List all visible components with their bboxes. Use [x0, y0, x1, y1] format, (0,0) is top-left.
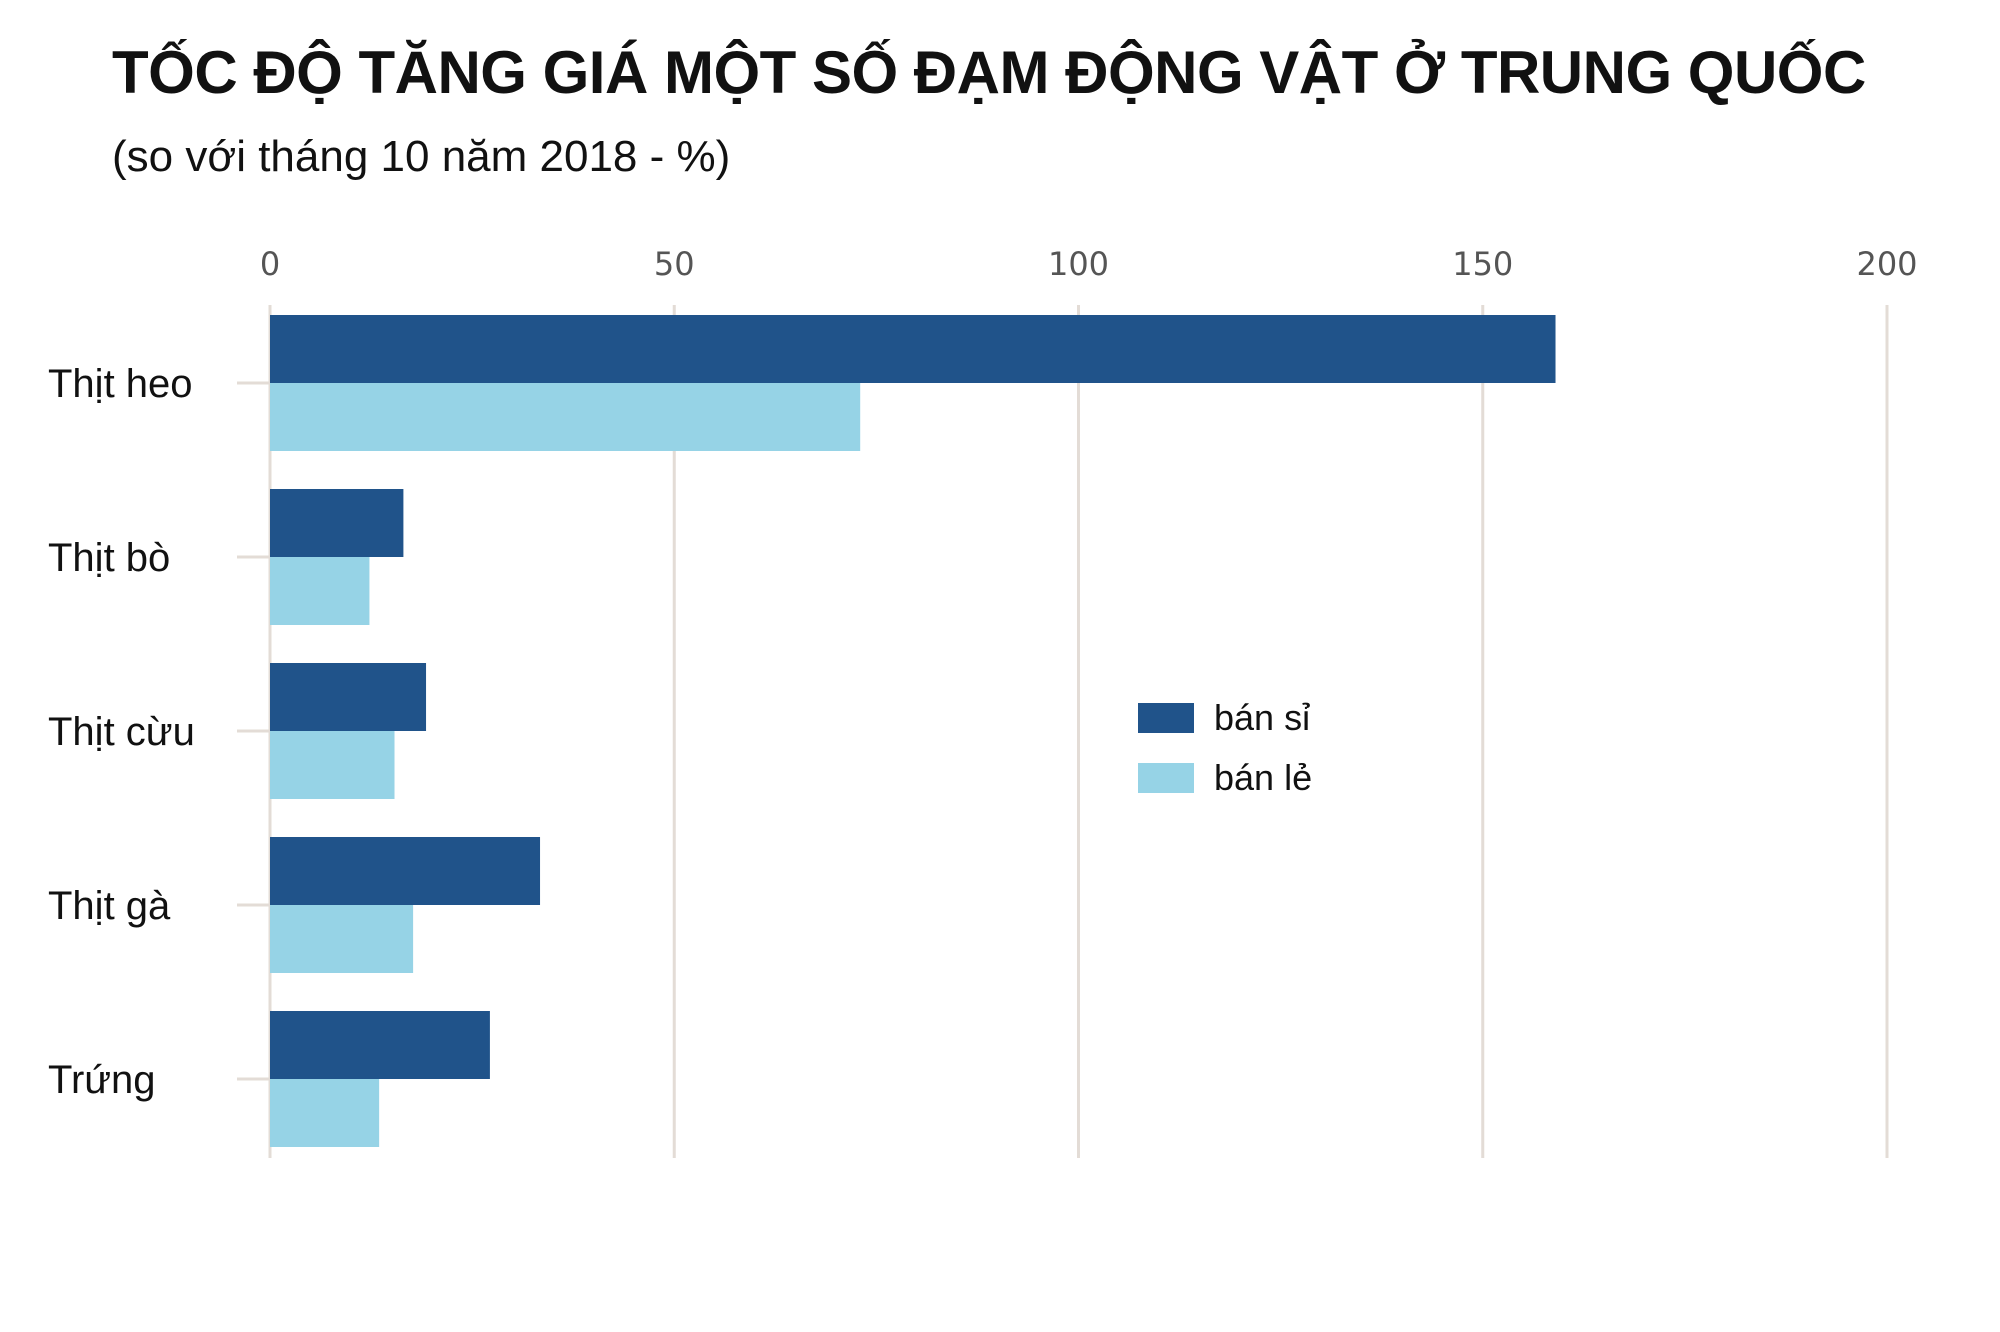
- legend-item-retail: bán lẻ: [1138, 748, 1312, 808]
- legend-item-wholesale: bán sỉ: [1138, 688, 1312, 748]
- legend-label-retail: bán lẻ: [1214, 757, 1313, 798]
- legend: bán sỉ bán lẻ: [1138, 688, 1312, 808]
- bar-thit-heo-ban-si: [270, 315, 1556, 383]
- chart-title: TỐC ĐỘ TĂNG GIÁ MỘT SỐ ĐẠM ĐỘNG VẬT Ở TR…: [112, 39, 1866, 106]
- category-labels: Thịt heo Thịt bò Thịt cừu Thịt gà Trứng: [48, 362, 195, 1102]
- bar-thit-cuu-ban-le: [270, 731, 395, 799]
- bar-thit-heo-ban-le: [270, 383, 861, 451]
- category-label-trung: Trứng: [48, 1058, 156, 1102]
- bar-trung-ban-si: [270, 1011, 490, 1079]
- category-label-thit-cuu: Thịt cừu: [48, 710, 195, 754]
- bar-thit-bo-ban-le: [270, 557, 370, 625]
- x-axis-ticks: 0 50 100 150 200: [260, 245, 1918, 283]
- chart-subtitle: (so với tháng 10 năm 2018 - %): [112, 132, 731, 181]
- x-tick-label-0: 0: [260, 245, 280, 283]
- category-label-thit-bo: Thịt bò: [48, 536, 170, 580]
- legend-label-wholesale: bán sỉ: [1214, 697, 1311, 738]
- x-tick-label-150: 150: [1452, 245, 1513, 283]
- x-tick-label-100: 100: [1048, 245, 1109, 283]
- legend-swatch-retail: [1138, 763, 1194, 793]
- bar-thit-cuu-ban-si: [270, 663, 427, 731]
- bar-thit-ga-ban-si: [270, 837, 541, 905]
- category-label-thit-heo: Thịt heo: [48, 362, 193, 406]
- bars: [270, 315, 1556, 1147]
- bar-thit-ga-ban-le: [270, 905, 414, 973]
- x-tick-label-200: 200: [1856, 245, 1917, 283]
- x-tick-label-50: 50: [654, 245, 695, 283]
- legend-swatch-wholesale: [1138, 703, 1194, 733]
- bar-thit-bo-ban-si: [270, 489, 404, 557]
- category-label-thit-ga: Thịt gà: [48, 884, 171, 928]
- bar-trung-ban-le: [270, 1079, 380, 1147]
